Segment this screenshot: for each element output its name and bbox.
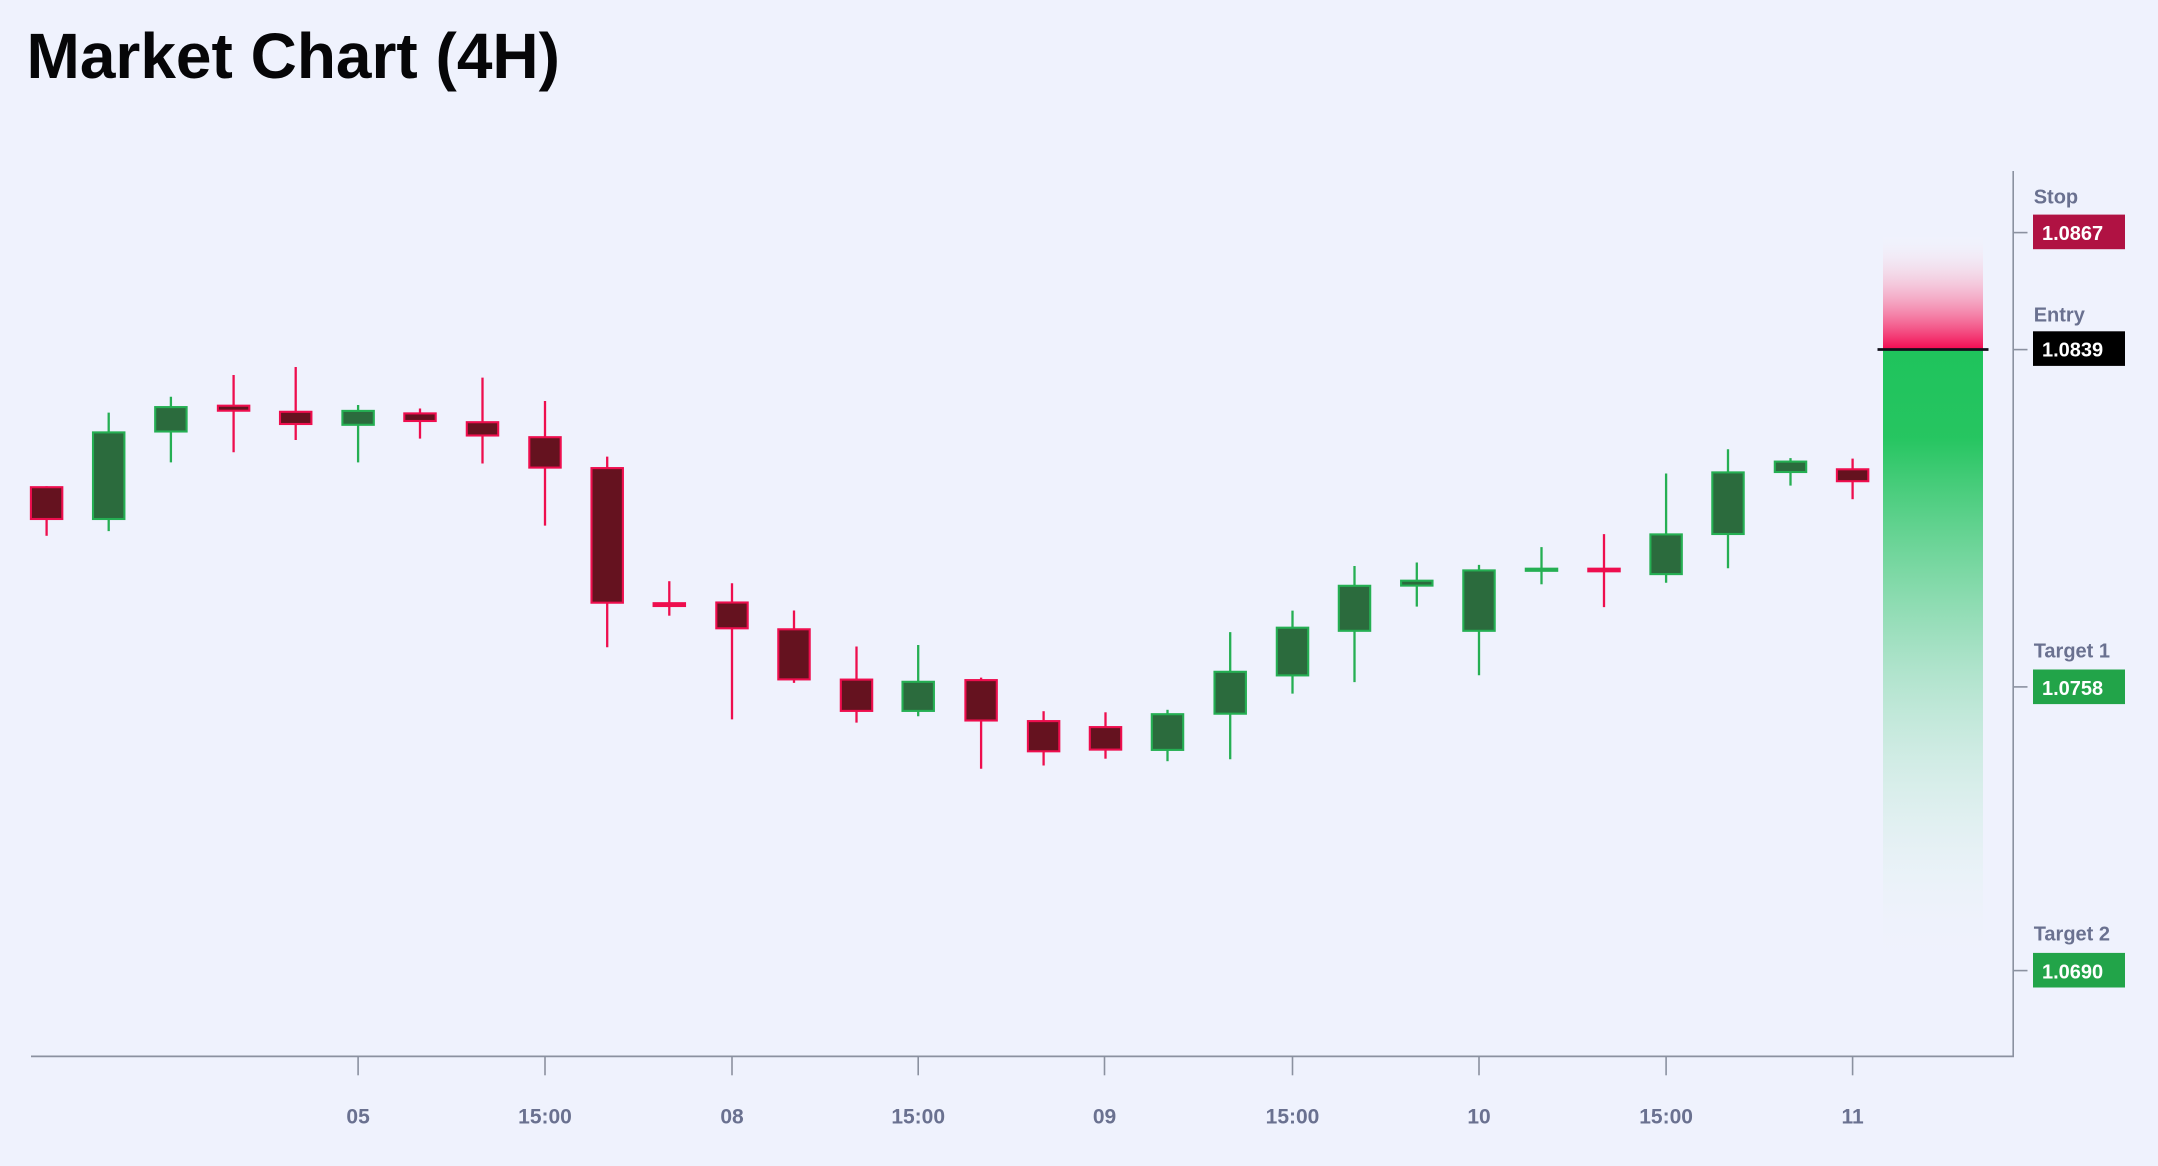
svg-text:1.0839: 1.0839 bbox=[2042, 340, 2103, 362]
svg-text:05: 05 bbox=[346, 1106, 370, 1129]
svg-text:15:00: 15:00 bbox=[1266, 1106, 1320, 1129]
svg-text:1.0690: 1.0690 bbox=[2042, 961, 2103, 983]
svg-text:Stop: Stop bbox=[2034, 186, 2078, 208]
svg-text:Market Chart (4H): Market Chart (4H) bbox=[27, 20, 560, 92]
svg-text:08: 08 bbox=[720, 1106, 744, 1129]
svg-text:15:00: 15:00 bbox=[891, 1106, 945, 1129]
svg-text:11: 11 bbox=[1841, 1106, 1864, 1129]
svg-text:1.0867: 1.0867 bbox=[2042, 223, 2103, 245]
svg-text:10: 10 bbox=[1467, 1106, 1490, 1129]
svg-text:1.0758: 1.0758 bbox=[2042, 678, 2103, 700]
svg-text:Target 1: Target 1 bbox=[2034, 641, 2110, 663]
svg-text:09: 09 bbox=[1093, 1106, 1116, 1129]
svg-text:Entry: Entry bbox=[2034, 305, 2086, 327]
svg-text:15:00: 15:00 bbox=[518, 1106, 572, 1129]
svg-text:Target 2: Target 2 bbox=[2034, 924, 2110, 946]
svg-text:15:00: 15:00 bbox=[1639, 1106, 1693, 1129]
